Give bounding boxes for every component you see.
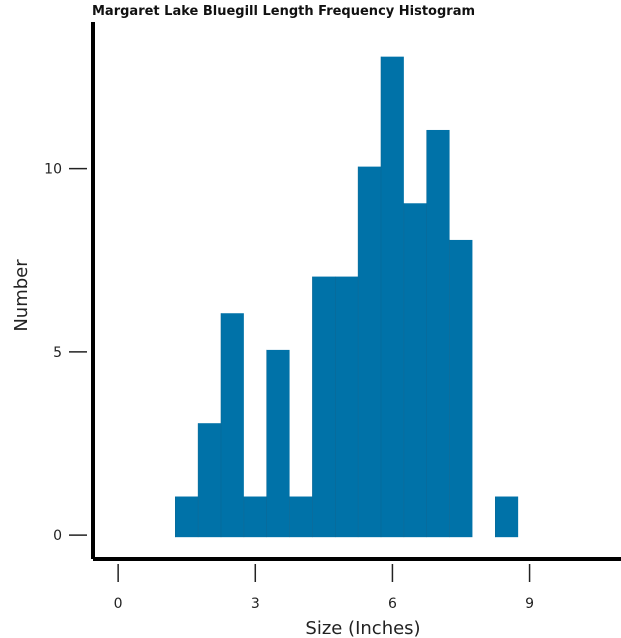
histogram-bar — [198, 423, 221, 538]
x-tick-label: 0 — [114, 596, 123, 612]
histogram-bar — [403, 203, 427, 538]
histogram-bar — [312, 276, 336, 538]
y-tick-label: 10 — [44, 162, 62, 178]
x-axis-title: Size (Inches) — [305, 618, 420, 638]
x-tick-label: 6 — [388, 596, 397, 612]
histogram-bar — [243, 496, 267, 538]
histogram-bar — [358, 166, 381, 538]
histogram-bar — [495, 496, 519, 538]
bars-group — [174, 56, 519, 538]
histogram-bar — [426, 129, 450, 538]
histogram-bar — [266, 349, 290, 538]
x-tick-label: 3 — [251, 596, 260, 612]
x-tick-label: 9 — [525, 596, 534, 612]
histogram-bar — [381, 56, 404, 538]
histogram-bar — [289, 496, 313, 538]
chart-title: Margaret Lake Bluegill Length Frequency … — [92, 4, 476, 19]
y-tick-label: 0 — [53, 528, 62, 544]
histogram-bar — [175, 496, 199, 538]
histogram-bar — [221, 313, 244, 538]
y-axis-title: Number — [11, 259, 32, 332]
histogram-bar — [449, 239, 473, 538]
y-tick-label: 5 — [53, 345, 62, 361]
histogram-bar — [335, 276, 359, 538]
ticks-group: 0 3 6 9 0 5 10 — [44, 162, 534, 612]
